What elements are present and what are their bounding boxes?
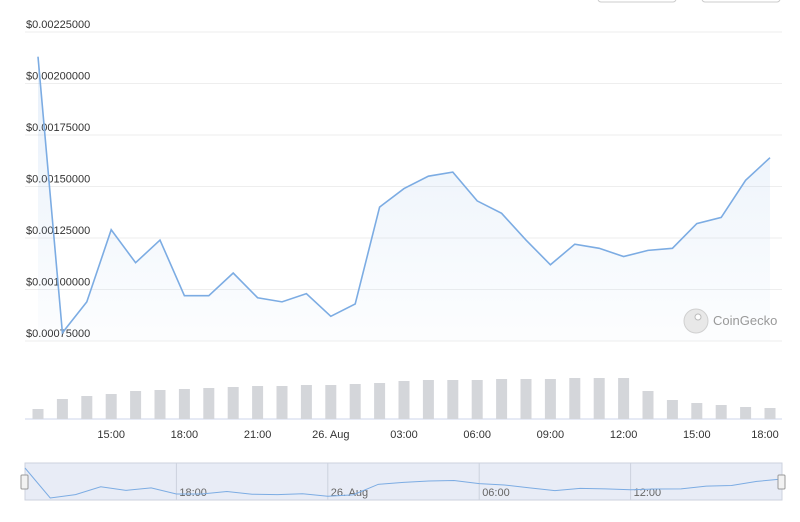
volume-bar [569, 378, 581, 419]
watermark-text: CoinGecko [713, 313, 777, 328]
volume-bar [496, 379, 508, 419]
volume-bar [666, 400, 678, 419]
volume-bar [471, 380, 483, 419]
range-button[interactable] [597, 0, 677, 3]
navigator-handle[interactable] [777, 474, 786, 490]
navigator-line [24, 467, 783, 499]
volume-bar [618, 378, 630, 419]
price-line [37, 56, 771, 335]
x-tick-label: 15:00 [97, 429, 125, 441]
volume-bar [422, 380, 434, 419]
navigator-label: 06:00 [482, 487, 510, 499]
volume-bar [691, 403, 703, 419]
y-tick-label: $0.00200000 [26, 71, 90, 83]
y-tick-label: $0.00150000 [26, 174, 90, 186]
price-area [38, 56, 770, 341]
volume-bar [520, 379, 532, 419]
volume-bar [593, 378, 605, 419]
navigator-label: 26. Aug [331, 487, 368, 499]
volume-bar [105, 394, 117, 419]
volume-bar [252, 386, 264, 419]
navigator-label: 18:00 [179, 487, 207, 499]
volume-bar [178, 389, 190, 419]
watermark: CoinGecko [683, 308, 777, 334]
volume-bar [349, 384, 361, 419]
volume-bar [227, 387, 239, 419]
volume-bar [154, 390, 166, 419]
volume-bar [447, 380, 459, 419]
volume-bar [740, 407, 752, 419]
x-tick-label: 26. Aug [312, 429, 349, 441]
volume-bar [544, 379, 556, 419]
x-tick-label: 09:00 [537, 429, 565, 441]
volume-bar [81, 396, 93, 419]
x-tick-label: 18:00 [751, 429, 779, 441]
x-tick-label: 18:00 [171, 429, 199, 441]
volume-bar [374, 383, 386, 419]
volume-bar [32, 409, 44, 419]
volume-bar [276, 386, 288, 419]
volume-bar [130, 391, 142, 419]
volume-bar [56, 399, 68, 419]
x-tick-label: 12:00 [610, 429, 638, 441]
x-tick-label: 15:00 [683, 429, 711, 441]
y-tick-label: $0.00125000 [26, 225, 90, 237]
volume-bar [300, 385, 312, 419]
volume-bar [642, 391, 654, 419]
volume-bar [764, 408, 776, 419]
volume-bar [398, 381, 410, 419]
y-tick-label: $0.00225000 [26, 19, 90, 31]
navigator-label: 12:00 [634, 487, 662, 499]
volume-bar [325, 385, 337, 419]
volume-bar [715, 405, 727, 419]
x-tick-label: 21:00 [244, 429, 272, 441]
volume-bar [203, 388, 215, 419]
x-tick-label: 03:00 [390, 429, 418, 441]
x-tick-label: 06:00 [463, 429, 491, 441]
y-tick-label: $0.00175000 [26, 122, 90, 134]
range-button[interactable] [701, 0, 781, 3]
navigator-handle[interactable] [20, 474, 29, 490]
navigator[interactable] [24, 462, 783, 501]
